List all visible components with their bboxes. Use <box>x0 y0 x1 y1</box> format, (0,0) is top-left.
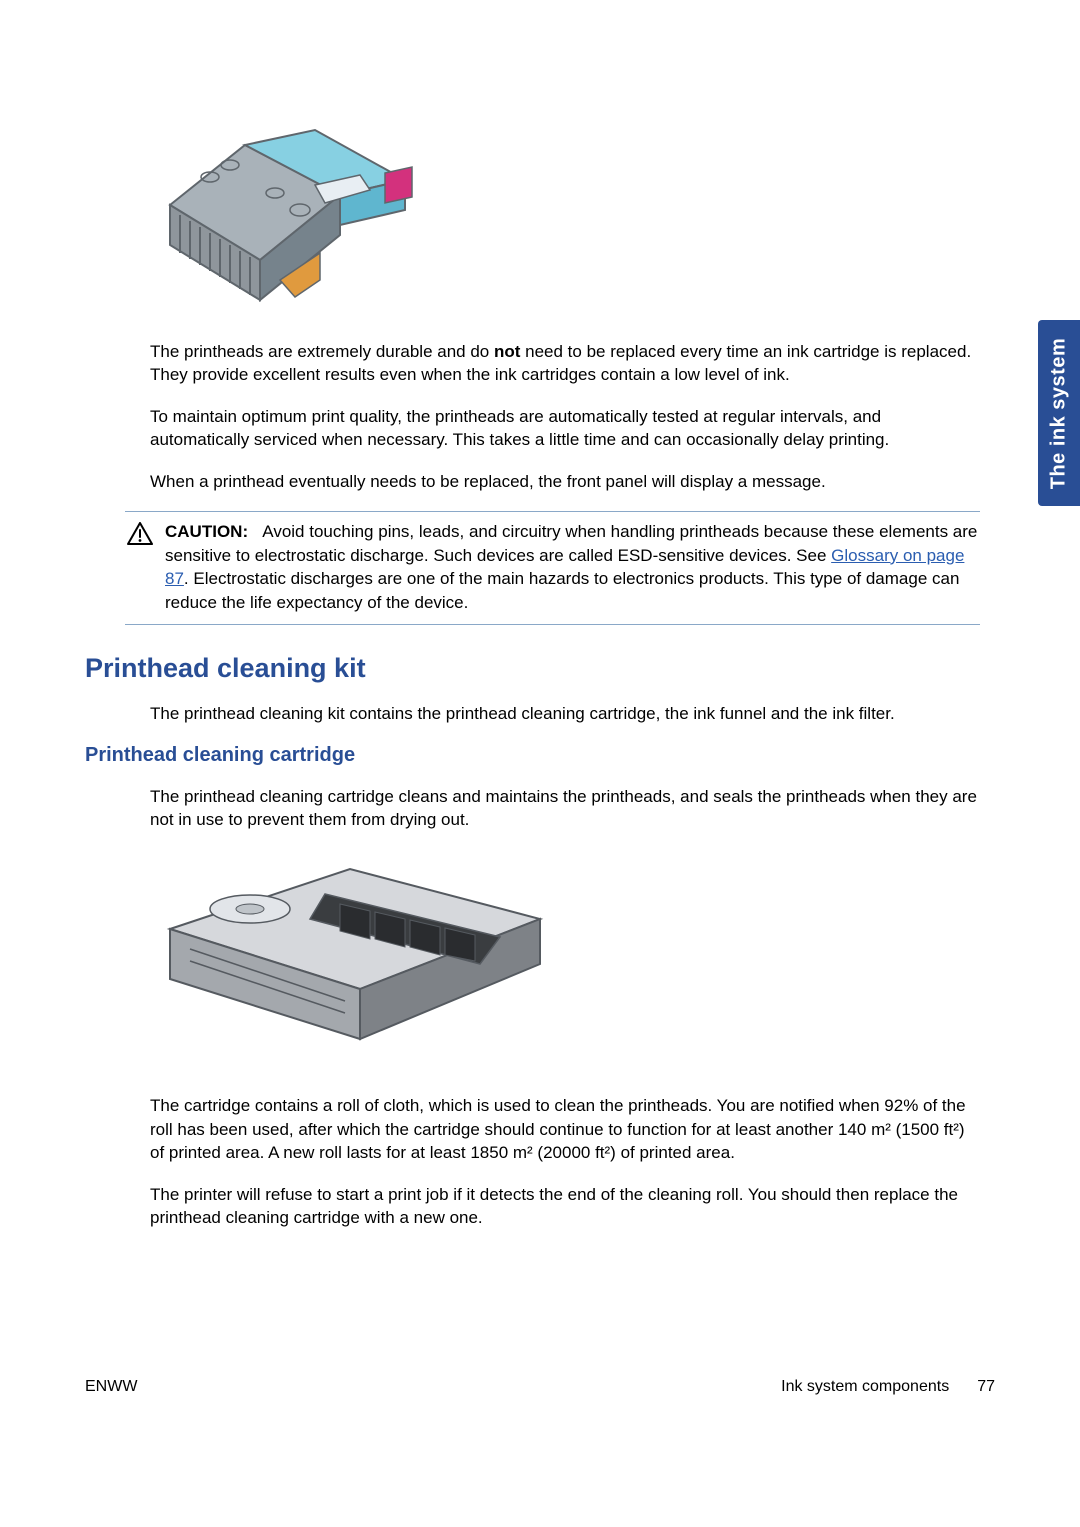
text: The printheads are extremely durable and… <box>150 342 494 361</box>
paragraph-auto-test: To maintain optimum print quality, the p… <box>150 405 980 452</box>
paragraph-kit-contents: The printhead cleaning kit contains the … <box>150 702 980 725</box>
caution-text: CAUTION: Avoid touching pins, leads, and… <box>165 520 980 614</box>
side-tab-ink-system: The ink system <box>1038 320 1080 506</box>
caution-box: CAUTION: Avoid touching pins, leads, and… <box>125 511 980 625</box>
footer-right: Ink system components 77 <box>781 1378 995 1396</box>
text: . Electrostatic discharges are one of th… <box>165 569 959 611</box>
paragraph-roll-cloth: The cartridge contains a roll of cloth, … <box>150 1094 980 1164</box>
paragraph-refuse-print: The printer will refuse to start a print… <box>150 1183 980 1230</box>
paragraph-cartridge-purpose: The printhead cleaning cartridge cleans … <box>150 785 980 832</box>
page-footer: ENWW Ink system components 77 <box>85 1378 995 1396</box>
content-area: The printheads are extremely durable and… <box>85 85 980 1248</box>
heading-printhead-cleaning-kit: Printhead cleaning kit <box>85 653 980 684</box>
side-tab-label: The ink system <box>1048 337 1071 489</box>
caution-label: CAUTION: <box>165 522 248 541</box>
page: The ink system <box>0 0 1080 1527</box>
footer-left: ENWW <box>85 1378 137 1396</box>
paragraph-replace-message: When a printhead eventually needs to be … <box>150 470 980 493</box>
cleaning-cartridge-illustration <box>150 849 980 1074</box>
footer-section-title: Ink system components <box>781 1378 949 1396</box>
paragraph-printheads-durable: The printheads are extremely durable and… <box>150 340 980 387</box>
printhead-illustration <box>150 85 980 320</box>
text-bold-not: not <box>494 342 520 361</box>
heading-printhead-cleaning-cartridge: Printhead cleaning cartridge <box>85 744 980 767</box>
page-number: 77 <box>977 1378 995 1396</box>
caution-icon <box>125 520 155 614</box>
